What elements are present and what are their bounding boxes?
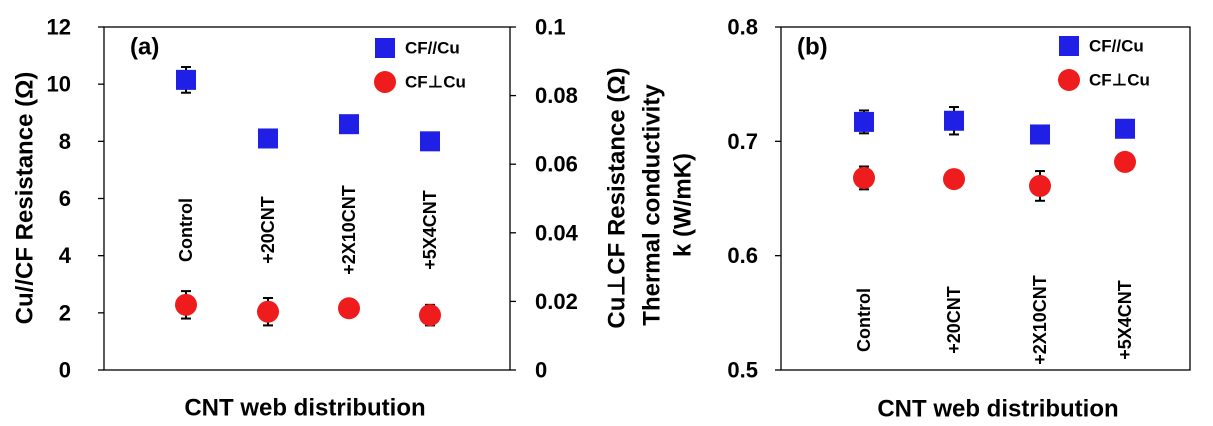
panel-a-point-cf-perp-cu bbox=[175, 293, 197, 316]
panel-b-legend-label-cf-par-cu: CF//Cu bbox=[1089, 37, 1144, 56]
panel-a-x-axis-title: CNT web distribution bbox=[184, 395, 425, 422]
panel-a-category-label: +2X10CNT bbox=[339, 185, 359, 275]
panel-b-category-label: +2X10CNT bbox=[1030, 275, 1050, 365]
panel-a-legend-marker-cf-par-cu bbox=[375, 38, 395, 58]
panel-b-legend-marker-cf-perp-cu bbox=[1058, 69, 1080, 91]
panel-a-y-axis-title-left: Cu//CF Resistance (Ω) bbox=[12, 72, 39, 325]
panel-b-point-cf-perp-cu bbox=[1029, 174, 1051, 197]
panel-a-right-tick-label: 0.08 bbox=[535, 83, 578, 108]
panel-b-y-axis-title-line1: Thermal conductivity bbox=[639, 84, 666, 326]
panel-a-point-cf-par-cu bbox=[339, 114, 359, 135]
panel-b-point-cf-par-cu bbox=[1030, 124, 1050, 145]
panel-a-legend-label-cf-par-cu: CF//Cu bbox=[405, 39, 460, 58]
panel-a-left-tick-label: 0 bbox=[59, 358, 71, 383]
panel-a-right-tick-label: 0.06 bbox=[535, 152, 578, 177]
panel-b-category-label: +20CNT bbox=[944, 286, 964, 354]
panel-b-plot-frame bbox=[780, 26, 1191, 371]
panel-b-category-label: +5X4CNT bbox=[1115, 280, 1135, 360]
panel-a-right-tick-label: 0 bbox=[535, 358, 547, 383]
panel-a-y-axis-title-right: Cu⊥CF Resistance (Ω) bbox=[604, 67, 631, 328]
panel-a-point-cf-par-cu bbox=[420, 131, 440, 152]
panel-a-point-cf-perp-cu bbox=[419, 304, 441, 327]
panel-a-point-cf-par-cu bbox=[176, 69, 196, 90]
panel-a-category-label: +20CNT bbox=[258, 196, 278, 264]
panel-b-point-cf-perp-cu bbox=[1114, 150, 1136, 173]
panel-a-category-label: +5X4CNT bbox=[420, 190, 440, 270]
panel-a-legend-marker-cf-perp-cu bbox=[374, 71, 396, 93]
panel-b-point-cf-perp-cu bbox=[853, 166, 875, 189]
panel-a-left-tick-label: 12 bbox=[47, 15, 71, 40]
panel-a-point-cf-perp-cu bbox=[338, 297, 360, 320]
panel-b-y-axis-title-line2: k (W/mK) bbox=[670, 153, 697, 257]
panel-a-left-tick-label: 4 bbox=[59, 243, 72, 268]
panel-a-right-tick-label: 0.02 bbox=[535, 289, 578, 314]
panel-a-point-cf-par-cu bbox=[258, 128, 278, 149]
panel-b-point-cf-par-cu bbox=[944, 110, 964, 131]
panel-a-left-tick-label: 2 bbox=[59, 300, 71, 325]
panel-a-left-tick-label: 6 bbox=[59, 186, 71, 211]
panel-a-legend-label-cf-perp-cu: CF⊥Cu bbox=[405, 73, 466, 92]
panel-a-category-label: Control bbox=[176, 198, 196, 262]
panel-a-label: (a) bbox=[130, 34, 159, 61]
panel-a-left-tick-label: 8 bbox=[59, 129, 71, 154]
panel-a-left-tick-label: 10 bbox=[47, 72, 71, 97]
panel-b-y-tick-label: 0.5 bbox=[727, 358, 758, 383]
panel-a-right-tick-label: 0.04 bbox=[535, 220, 579, 245]
panel-a-point-cf-perp-cu bbox=[257, 300, 279, 323]
panel-b-point-cf-perp-cu bbox=[943, 168, 965, 191]
panel-b-x-axis-title: CNT web distribution bbox=[877, 396, 1118, 423]
panel-b-category-label: Control bbox=[854, 288, 874, 352]
panel-b-label: (b) bbox=[797, 34, 828, 61]
panel-b-point-cf-par-cu bbox=[1115, 118, 1135, 139]
panel-b-legend-marker-cf-par-cu bbox=[1059, 36, 1079, 56]
panel-b-point-cf-par-cu bbox=[854, 111, 874, 132]
panel-b-legend-label-cf-perp-cu: CF⊥Cu bbox=[1089, 71, 1150, 90]
panel-a-right-tick-label: 0.1 bbox=[535, 15, 566, 40]
panel-b-y-tick-label: 0.6 bbox=[727, 243, 758, 268]
panel-b-y-tick-label: 0.7 bbox=[727, 129, 758, 154]
panel-b-y-tick-label: 0.8 bbox=[727, 15, 758, 40]
